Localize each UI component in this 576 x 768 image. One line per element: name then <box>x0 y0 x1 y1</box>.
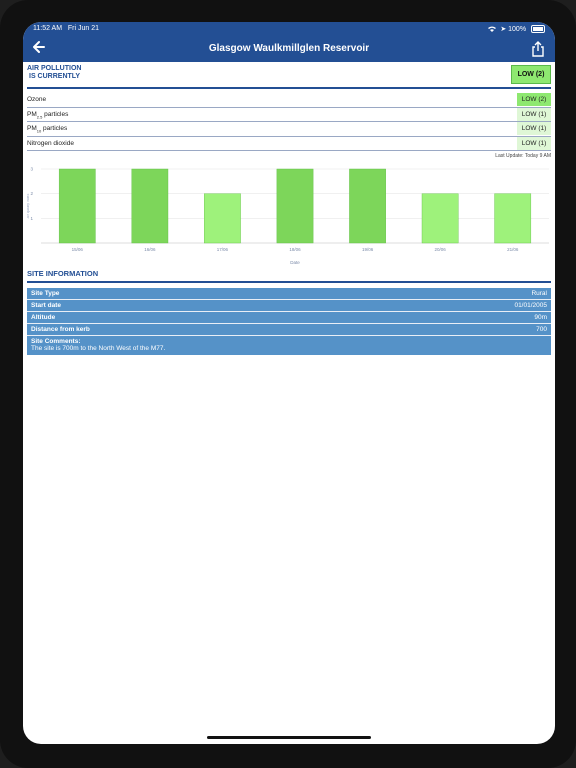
wifi-icon <box>488 26 498 33</box>
site-info-value: 700 <box>536 326 547 333</box>
pollutant-row: PM10 particles LOW (1) <box>27 122 551 137</box>
screen: 11:52 AM Fri Jun 21 ➤ 100% Glasgow Wau <box>23 22 555 744</box>
chart-bar <box>58 168 96 244</box>
home-indicator[interactable] <box>207 736 371 739</box>
chart-bar <box>276 168 314 244</box>
pollutant-list: Ozone LOW (2) PM2.5 particles LOW (1) PM10 p… <box>27 93 551 151</box>
air-pollution-header: AIR POLLUTION IS CURRENTLY LOW (2) <box>27 62 551 89</box>
site-info-row: Start date 01/01/2005 <box>27 300 551 312</box>
site-comments-text: The site is 700m to the North West of th… <box>31 345 166 352</box>
pollutant-row: Nitrogen dioxide LOW (1) <box>27 136 551 151</box>
pollutant-name: PM10 particles <box>27 125 68 134</box>
y-tick-label: 1 <box>30 216 33 221</box>
pollutant-row: Ozone LOW (2) <box>27 93 551 108</box>
main-content: AIR POLLUTION IS CURRENTLY LOW (2) Ozone… <box>27 62 551 355</box>
chart-bar <box>204 193 241 244</box>
pollutant-name: PM2.5 particles <box>27 110 69 119</box>
chart-bar <box>494 193 532 244</box>
location-arrow-icon: ➤ <box>500 26 507 33</box>
pollutant-name: Ozone <box>27 96 47 103</box>
x-tick-label: 21/06 <box>507 247 519 252</box>
status-icons: ➤ 100% <box>488 25 545 34</box>
site-info-key: Distance from kerb <box>31 326 90 333</box>
pollutant-level: LOW (1) <box>517 136 551 150</box>
status-bar: 11:52 AM Fri Jun 21 ➤ 100% <box>23 22 555 38</box>
chart-bar <box>349 168 386 244</box>
y-tick-label: 3 <box>30 167 33 172</box>
share-icon[interactable] <box>531 41 545 57</box>
pollutant-level: LOW (2) <box>517 93 551 106</box>
page-title: Glasgow Waulkmillglen Reservoir <box>208 43 370 54</box>
pollutant-level: LOW (1) <box>517 107 551 121</box>
overall-level-badge: LOW (2) <box>511 65 551 84</box>
x-tick-label: 16/06 <box>144 247 156 252</box>
status-time-date: 11:52 AM Fri Jun 21 <box>33 25 100 32</box>
site-info-value: 01/01/2005 <box>514 302 547 309</box>
navigation-bar: Glasgow Waulkmillglen Reservoir <box>23 38 555 62</box>
chart-bar <box>421 193 459 244</box>
site-info-row: Altitude 90m <box>27 312 551 324</box>
site-rows: Site Type Rural Start date 01/01/2005 Altitu… <box>27 288 551 336</box>
x-tick-label: 19/06 <box>362 247 374 252</box>
site-info-value: 90m <box>534 314 547 321</box>
chart-canvas: 1 2 3 15/06 16/06 17/06 18/06 19/06 20/06 21/06 Da… <box>27 167 549 265</box>
site-info-key: Altitude <box>31 314 56 321</box>
site-comments-label: Site Comments: <box>31 338 81 345</box>
site-information-table: Site Type Rural Start date 01/01/2005 Altitu… <box>27 288 551 355</box>
air-pollution-title: AIR POLLUTION IS CURRENTLY <box>27 65 82 80</box>
last-update: Last Update: Today 9 AM <box>495 153 551 159</box>
x-axis-label: Date <box>290 260 300 265</box>
site-info-key: Start date <box>31 302 61 309</box>
battery-percent: 100% <box>508 26 527 33</box>
pollutant-row: PM2.5 particles LOW (1) <box>27 107 551 122</box>
x-tick-label: 20/06 <box>435 247 447 252</box>
site-info-value: Rural <box>531 290 547 297</box>
y-axis-label: Air quality index <box>27 193 30 218</box>
y-tick-label: 2 <box>30 191 33 196</box>
air-quality-chart: 1 2 3 15/06 16/06 17/06 18/06 19/06 20/06 21/06 Da… <box>27 159 551 267</box>
site-info-key: Site Type <box>31 290 60 297</box>
pollutant-level: LOW (1) <box>517 122 551 135</box>
site-info-row: Distance from kerb 700 <box>27 324 551 336</box>
x-tick-label: 15/06 <box>72 247 84 252</box>
x-tick-label: 18/06 <box>289 247 301 252</box>
x-tick-label: 17/06 <box>217 247 229 252</box>
battery-icon <box>531 25 545 34</box>
pollutant-name: Nitrogen dioxide <box>27 139 74 147</box>
chart-bar <box>131 168 169 244</box>
back-arrow-icon[interactable] <box>33 40 45 57</box>
site-info-row: Site Type Rural <box>27 288 551 300</box>
site-comments: Site Comments: The site is 700m to the N… <box>27 336 551 355</box>
site-information-title: SITE INFORMATION <box>27 267 551 283</box>
